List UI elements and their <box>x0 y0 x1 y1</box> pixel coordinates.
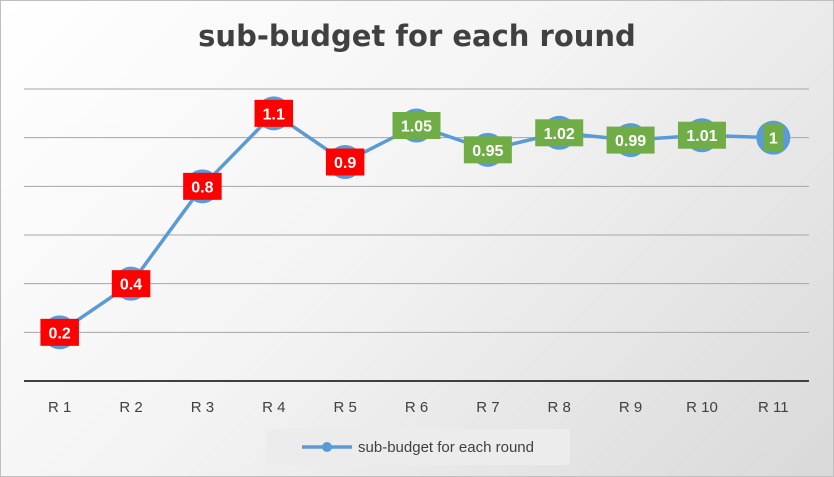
data-label-box <box>463 136 512 164</box>
data-label-box <box>677 121 726 149</box>
data-label: 1.1 <box>263 106 285 123</box>
data-label: 0.2 <box>49 325 71 342</box>
data-label-box <box>111 270 151 298</box>
data-label: 0.4 <box>120 277 142 294</box>
x-tick-label: R 8 <box>548 399 571 416</box>
data-label: 0.8 <box>191 179 213 196</box>
x-tick-label: R 5 <box>333 399 356 416</box>
x-tick-labels: R 1 R 2 R 3 R 4 R 5 R 6 R 7 R 8 R 9 R 10 R 11 <box>48 399 789 416</box>
data-labels: 0.2 0.4 0.8 1.1 0.9 1.05 0.95 1.02 0.99 1.01 1 <box>40 99 784 346</box>
gridlines <box>24 88 809 333</box>
x-tick-label: R 2 <box>119 399 142 416</box>
data-label: 1.01 <box>686 128 717 145</box>
x-tick-label: R 10 <box>686 399 718 416</box>
x-tick-label: R 9 <box>619 399 642 416</box>
chart-title: sub-budget for each round <box>198 19 636 53</box>
x-tick-label: R 3 <box>191 399 214 416</box>
legend-line-marker-icon <box>302 442 353 452</box>
data-label: 0.9 <box>334 155 356 172</box>
legend-label: sub-budget for each round <box>358 438 534 456</box>
data-label: 0.99 <box>615 133 646 150</box>
data-label: 1.02 <box>544 126 575 143</box>
data-label-box <box>325 148 365 176</box>
data-label-box <box>183 172 222 200</box>
x-tick-label: R 1 <box>48 399 71 416</box>
x-tick-label: R 6 <box>405 399 428 416</box>
data-label: 1 <box>769 131 778 148</box>
data-label-box <box>392 112 441 139</box>
data-label-box <box>40 318 79 346</box>
data-label-box <box>606 126 655 154</box>
data-label-box <box>254 99 294 127</box>
legend: sub-budget for each round <box>266 429 570 465</box>
data-label: 0.95 <box>472 143 503 160</box>
x-tick-label: R 7 <box>476 399 499 416</box>
series-line <box>57 111 776 335</box>
data-label-box <box>763 124 784 152</box>
x-tick-label: R 4 <box>262 399 285 416</box>
data-label-box <box>535 119 584 147</box>
data-label: 1.05 <box>401 119 432 136</box>
x-tick-label: R 11 <box>758 399 789 416</box>
